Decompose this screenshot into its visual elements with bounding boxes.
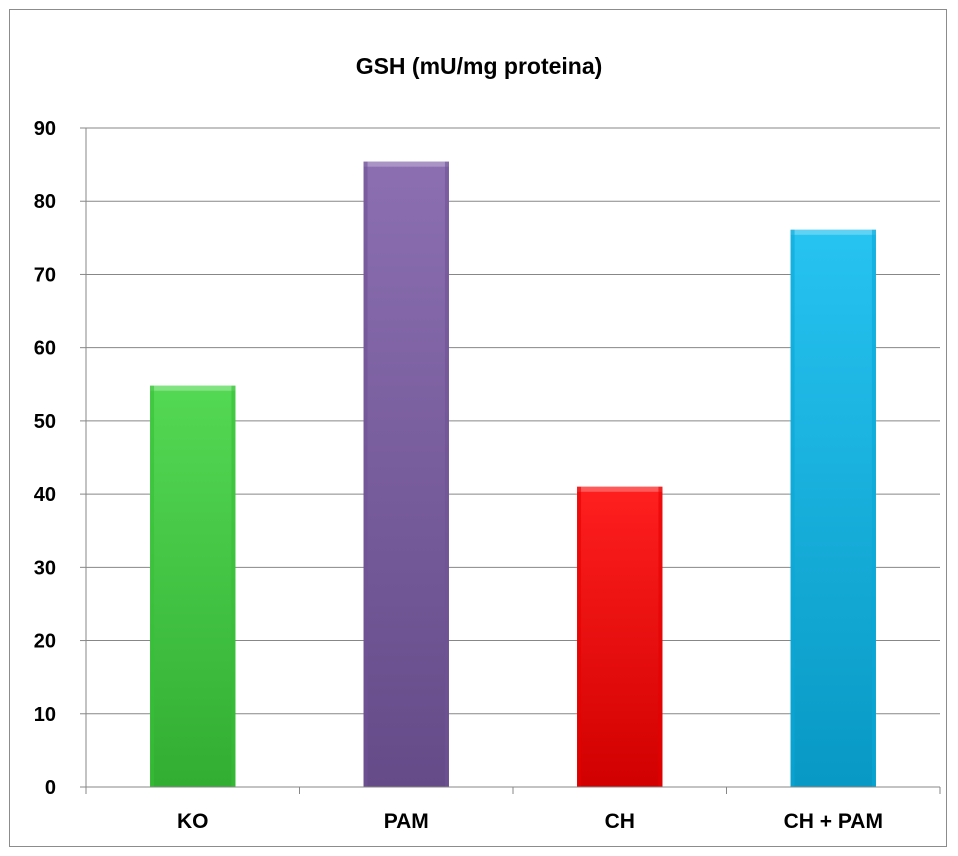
x-category-labels: KO PAM CH CH + PAM xyxy=(177,810,883,833)
bar-edge-shade xyxy=(871,229,876,788)
x-category-label: KO xyxy=(177,810,209,833)
y-tick-label: 80 xyxy=(34,191,56,213)
bar-ch xyxy=(577,486,663,787)
bar-top-highlight xyxy=(790,229,876,235)
y-tick-label: 20 xyxy=(34,631,56,653)
bar-edge-shade xyxy=(363,161,368,787)
chart-title: GSH (mU/mg proteina) xyxy=(356,53,603,79)
axes xyxy=(80,127,941,794)
x-category-label: CH xyxy=(605,810,635,833)
bar-top-highlight xyxy=(150,385,236,391)
x-category-label: PAM xyxy=(384,810,429,833)
y-tick-labels: 0 10 20 30 40 50 60 70 80 90 xyxy=(34,118,56,799)
bar-edge-shade xyxy=(577,486,582,787)
y-tick-label: 50 xyxy=(34,411,56,433)
bar-ko xyxy=(150,385,236,787)
bar-edge-shade xyxy=(150,385,155,787)
x-category-label: CH + PAM xyxy=(784,810,883,833)
bar-edge-shade xyxy=(790,229,795,788)
bar-top-highlight xyxy=(363,161,449,167)
y-tick-label: 90 xyxy=(34,118,56,140)
y-tick-label: 40 xyxy=(34,484,56,506)
y-tick-label: 10 xyxy=(34,704,56,726)
y-tick-label: 70 xyxy=(34,264,56,286)
bar-pam xyxy=(363,161,449,787)
bar-edge-shade xyxy=(444,161,449,787)
bar-edge-shade xyxy=(231,385,236,787)
y-tick-label: 30 xyxy=(34,557,56,579)
bar-ch-pam xyxy=(790,229,876,788)
y-tick-label: 60 xyxy=(34,338,56,360)
bars xyxy=(150,161,876,788)
y-tick-label: 0 xyxy=(45,777,56,799)
bar-edge-shade xyxy=(658,486,663,787)
bar-top-highlight xyxy=(577,486,663,492)
